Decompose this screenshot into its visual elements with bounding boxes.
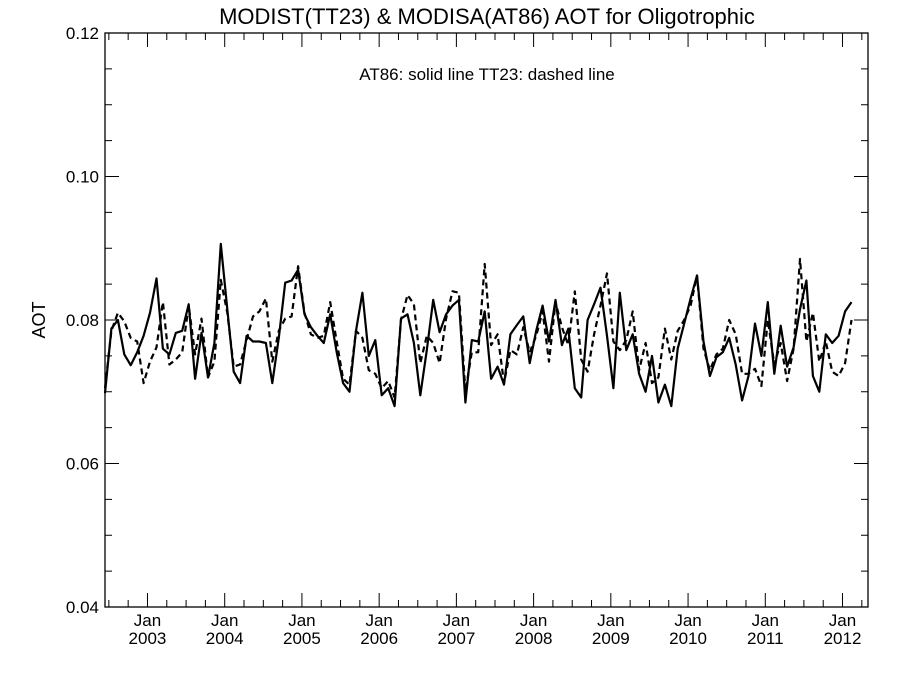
y-tick-label: 0.12	[66, 24, 99, 43]
chart-annotation: AT86: solid line TT23: dashed line	[359, 65, 614, 84]
y-tick-label: 0.10	[66, 168, 99, 187]
y-tick-label: 0.08	[66, 311, 99, 330]
x-tick-month-label: Jan	[365, 611, 392, 630]
tt23-dashed-series-line	[103, 257, 853, 399]
x-tick-month-label: Jan	[520, 611, 547, 630]
x-tick-year-label: 2011	[747, 629, 784, 648]
y-tick-label: 0.04	[66, 598, 99, 617]
chart-title: MODIST(TT23) & MODISA(AT86) AOT for Olig…	[219, 4, 755, 29]
x-tick-year-label: 2003	[129, 629, 167, 648]
series-layer	[103, 242, 853, 408]
x-tick-year-label: 2005	[283, 629, 321, 648]
x-tick-month-label: Jan	[674, 611, 701, 630]
x-tick-month-label: Jan	[134, 611, 161, 630]
x-tick-year-label: 2006	[360, 629, 398, 648]
x-tick-month-label: Jan	[443, 611, 470, 630]
y-tick-label: 0.06	[66, 455, 99, 474]
x-tick-year-label: 2012	[824, 629, 862, 648]
x-tick-month-label: Jan	[288, 611, 315, 630]
x-tick-month-label: Jan	[597, 611, 624, 630]
y-axis-label: AOT	[29, 301, 49, 338]
x-tick-year-label: 2009	[592, 629, 630, 648]
x-tick-year-label: 2010	[669, 629, 707, 648]
x-tick-year-label: 2004	[206, 629, 244, 648]
x-tick-month-label: Jan	[752, 611, 779, 630]
axis-ticks: 0.040.060.080.100.12Jan2003Jan2004Jan200…	[66, 24, 868, 648]
x-tick-month-label: Jan	[211, 611, 238, 630]
x-tick-year-label: 2007	[437, 629, 475, 648]
x-tick-year-label: 2008	[515, 629, 553, 648]
x-tick-month-label: Jan	[829, 611, 856, 630]
